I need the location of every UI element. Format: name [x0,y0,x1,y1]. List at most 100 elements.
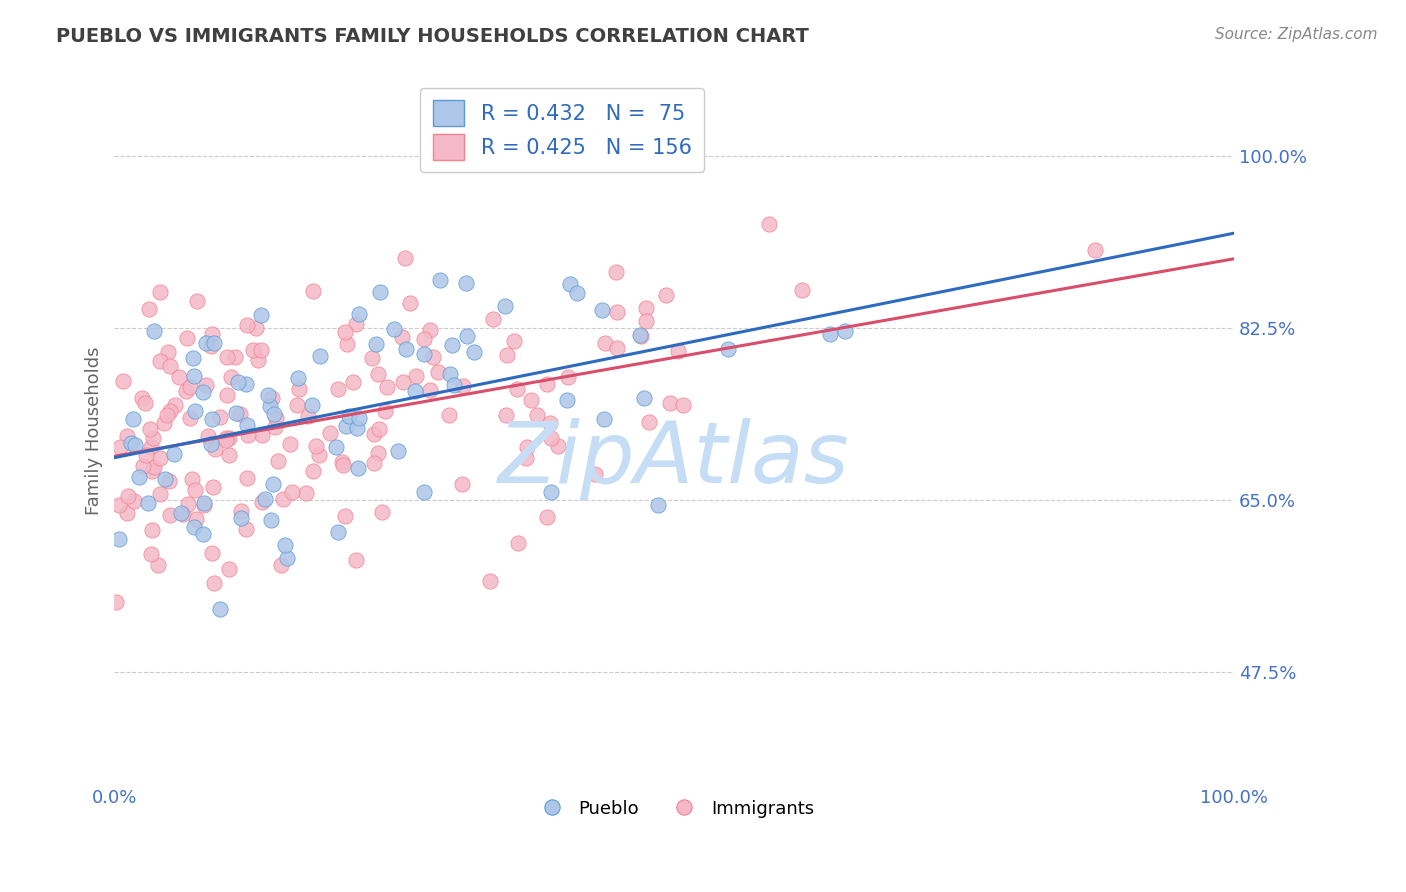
Point [170,506,193,520]
Point [287,371,309,385]
Point [122,494,145,508]
Point [260,391,283,405]
Point [264,419,287,434]
Point [204,442,226,456]
Point [392,376,415,390]
Point [247,353,270,368]
Point [419,323,441,337]
Point [382,322,405,336]
Point [633,391,655,405]
Point [567,285,589,300]
Point [142,459,165,474]
Point [638,416,661,430]
Point [366,337,388,351]
Point [367,446,389,460]
Point [250,343,273,358]
Point [252,495,274,509]
Point [404,384,426,398]
Point [536,376,558,391]
Point [496,348,519,362]
Point [236,471,259,485]
Point [200,338,222,352]
Point [658,395,681,409]
Point [413,332,436,346]
Point [149,285,172,299]
Point [117,490,139,504]
Point [156,409,179,423]
Point [193,496,215,510]
Point [482,312,505,326]
Point [666,344,689,359]
Point [294,485,316,500]
Point [368,285,391,299]
Point [200,412,222,426]
Point [346,421,368,435]
Point [456,328,478,343]
Point [157,344,180,359]
Point [183,369,205,384]
Point [412,484,434,499]
Point [346,461,368,475]
Point [479,574,502,588]
Point [138,302,160,317]
Point [245,320,267,334]
Point [215,388,238,402]
Point [202,575,225,590]
Point [325,440,347,454]
Point [184,483,207,498]
Point [157,474,180,488]
Point [215,351,238,365]
Point [439,368,461,382]
Point [274,538,297,552]
Point [395,343,418,357]
Point [419,383,441,397]
Point [201,327,224,342]
Point [197,429,219,443]
Point [172,507,194,521]
Text: PUEBLO VS IMMIGRANTS FAMILY HOUSEHOLDS CORRELATION CHART: PUEBLO VS IMMIGRANTS FAMILY HOUSEHOLDS C… [56,27,808,45]
Point [628,327,651,342]
Point [112,375,135,389]
Point [344,553,367,567]
Point [503,334,526,348]
Point [136,496,159,510]
Point [440,337,463,351]
Point [342,375,364,389]
Point [333,508,356,523]
Point [538,416,561,430]
Point [593,335,616,350]
Point [122,412,145,426]
Point [209,409,232,424]
Point [454,276,477,290]
Point [515,451,537,466]
Point [215,431,238,445]
Point [349,307,371,321]
Point [555,393,578,408]
Point [391,329,413,343]
Point [526,408,548,422]
Point [605,265,627,279]
Point [495,408,517,422]
Point [276,550,298,565]
Point [606,342,628,356]
Point [149,353,172,368]
Point [834,325,856,339]
Point [193,498,215,512]
Point [267,453,290,467]
Point [141,523,163,537]
Point [301,464,323,478]
Point [494,299,516,313]
Point [308,448,330,462]
Point [259,399,281,413]
Point [520,392,543,407]
Point [139,422,162,436]
Point [120,436,142,450]
Point [634,314,657,328]
Point [326,382,349,396]
Point [672,398,695,412]
Point [297,409,319,423]
Point [195,378,218,392]
Point [634,301,657,316]
Point [165,398,187,412]
Point [451,477,474,491]
